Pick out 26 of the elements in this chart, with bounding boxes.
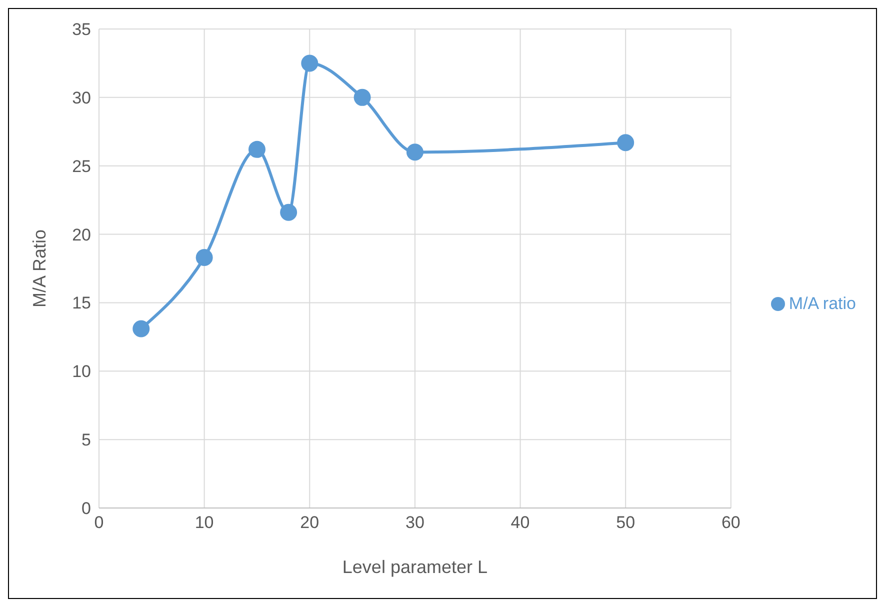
x-tick-label: 60 [721, 513, 740, 532]
x-tick-label: 20 [300, 513, 320, 532]
y-tick-label: 35 [72, 20, 91, 40]
y-tick-label: 5 [82, 430, 91, 450]
y-tick-label: 0 [82, 499, 91, 518]
x-tick-label: 0 [94, 513, 104, 532]
point [301, 54, 318, 72]
x-axis-title: Level parameter L [342, 557, 488, 577]
x-tick-label: 10 [194, 513, 214, 532]
y-axis-title: M/A Ratio [29, 229, 50, 308]
point [132, 320, 150, 338]
x-tick-label: 40 [510, 513, 530, 532]
point [406, 144, 424, 161]
point [617, 134, 634, 152]
point [354, 88, 371, 106]
y-tick-label: 20 [72, 225, 91, 244]
point [248, 140, 266, 158]
y-tick-label: 25 [72, 156, 91, 176]
x-tick-label: 30 [405, 513, 424, 532]
y-tick-label: 10 [72, 362, 91, 382]
y-tick-label: 15 [72, 294, 91, 313]
point [280, 204, 298, 221]
y-tick-label: 30 [72, 88, 91, 108]
x-tick-label: 50 [616, 513, 636, 532]
point [196, 249, 213, 266]
legend-label: M/A ratio [788, 294, 856, 312]
